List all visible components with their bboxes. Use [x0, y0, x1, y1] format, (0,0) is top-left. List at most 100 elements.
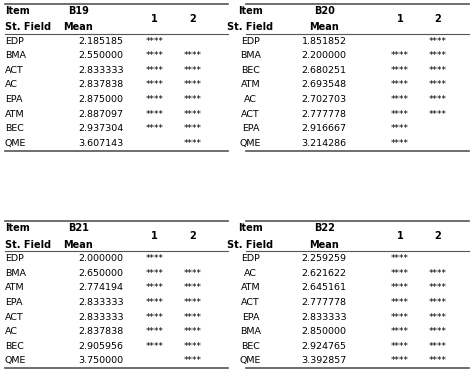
Text: ****: **** [429, 37, 447, 46]
Text: ACT: ACT [5, 66, 24, 75]
Text: ****: **** [391, 298, 409, 307]
Text: ****: **** [391, 342, 409, 351]
Text: ****: **** [146, 110, 164, 118]
Text: Mean: Mean [309, 22, 339, 32]
Text: 1.851852: 1.851852 [301, 37, 346, 46]
Text: ****: **** [146, 51, 164, 60]
Text: 2: 2 [435, 231, 441, 241]
Text: B20: B20 [314, 6, 335, 15]
Text: ****: **** [146, 284, 164, 292]
Text: Mean: Mean [309, 240, 339, 249]
Text: ****: **** [429, 284, 447, 292]
Text: ****: **** [429, 268, 447, 278]
Text: Item: Item [238, 6, 263, 15]
Text: ****: **** [183, 95, 201, 104]
Text: 2.259259: 2.259259 [301, 254, 346, 263]
Text: AC: AC [5, 327, 18, 336]
Text: 2.833333: 2.833333 [78, 313, 124, 322]
Text: 2.924765: 2.924765 [301, 342, 346, 351]
Text: ****: **** [429, 356, 447, 365]
Text: ****: **** [391, 254, 409, 263]
Text: ****: **** [391, 66, 409, 75]
Text: ****: **** [391, 313, 409, 322]
Text: ****: **** [391, 139, 409, 148]
Text: ****: **** [391, 268, 409, 278]
Text: QME: QME [240, 139, 261, 148]
Text: 3.214286: 3.214286 [301, 139, 346, 148]
Text: 2.645161: 2.645161 [301, 284, 346, 292]
Text: St. Field: St. Field [228, 22, 273, 32]
Text: 1: 1 [397, 231, 403, 241]
Text: ATM: ATM [5, 284, 24, 292]
Text: ****: **** [183, 313, 201, 322]
Text: BMA: BMA [5, 51, 26, 60]
Text: ****: **** [146, 95, 164, 104]
Text: 2.905956: 2.905956 [78, 342, 123, 351]
Text: EDP: EDP [5, 254, 24, 263]
Text: BMA: BMA [240, 327, 261, 336]
Text: St. Field: St. Field [5, 22, 51, 32]
Text: ****: **** [429, 51, 447, 60]
Text: ****: **** [391, 81, 409, 90]
Text: B22: B22 [314, 223, 335, 233]
Text: ACT: ACT [241, 298, 260, 307]
Text: EPA: EPA [5, 95, 22, 104]
Text: EDP: EDP [241, 37, 260, 46]
Text: ****: **** [146, 268, 164, 278]
Text: AC: AC [244, 95, 257, 104]
Text: ****: **** [183, 298, 201, 307]
Text: 2.185185: 2.185185 [78, 37, 123, 46]
Text: ****: **** [429, 95, 447, 104]
Text: 2.850000: 2.850000 [301, 327, 346, 336]
Text: ****: **** [146, 313, 164, 322]
Text: 2.837838: 2.837838 [78, 81, 124, 90]
Text: 2: 2 [189, 14, 196, 24]
Text: 2.621622: 2.621622 [301, 268, 346, 278]
Text: 2.693548: 2.693548 [301, 81, 346, 90]
Text: ****: **** [183, 342, 201, 351]
Text: 3.750000: 3.750000 [78, 356, 124, 365]
Text: ****: **** [391, 110, 409, 118]
Text: BEC: BEC [5, 342, 24, 351]
Text: ****: **** [146, 298, 164, 307]
Text: ****: **** [183, 51, 201, 60]
Text: ****: **** [391, 327, 409, 336]
Text: 1: 1 [397, 14, 403, 24]
Text: ****: **** [429, 66, 447, 75]
Text: 2.774194: 2.774194 [78, 284, 123, 292]
Text: 1: 1 [151, 14, 158, 24]
Text: 2.887097: 2.887097 [78, 110, 123, 118]
Text: ****: **** [146, 66, 164, 75]
Text: ****: **** [146, 81, 164, 90]
Text: 2.833333: 2.833333 [78, 66, 124, 75]
Text: ****: **** [391, 124, 409, 133]
Text: EPA: EPA [242, 124, 259, 133]
Text: ****: **** [183, 81, 201, 90]
Text: Item: Item [5, 6, 29, 15]
Text: QME: QME [5, 139, 26, 148]
Text: 3.607143: 3.607143 [78, 139, 124, 148]
Text: ATM: ATM [241, 284, 260, 292]
Text: 2: 2 [435, 14, 441, 24]
Text: 2.550000: 2.550000 [78, 51, 123, 60]
Text: AC: AC [244, 268, 257, 278]
Text: ****: **** [146, 342, 164, 351]
Text: 2.702703: 2.702703 [301, 95, 346, 104]
Text: 2.650000: 2.650000 [78, 268, 123, 278]
Text: 3.392857: 3.392857 [301, 356, 346, 365]
Text: QME: QME [240, 356, 261, 365]
Text: ACT: ACT [241, 110, 260, 118]
Text: 2.916667: 2.916667 [301, 124, 346, 133]
Text: 2: 2 [189, 231, 196, 241]
Text: ****: **** [391, 284, 409, 292]
Text: St. Field: St. Field [5, 240, 51, 249]
Text: ****: **** [429, 110, 447, 118]
Text: BEC: BEC [241, 342, 260, 351]
Text: 2.833333: 2.833333 [78, 298, 124, 307]
Text: Item: Item [5, 223, 29, 233]
Text: ****: **** [183, 139, 201, 148]
Text: ****: **** [183, 110, 201, 118]
Text: B19: B19 [68, 6, 89, 15]
Text: ****: **** [391, 356, 409, 365]
Text: ****: **** [183, 66, 201, 75]
